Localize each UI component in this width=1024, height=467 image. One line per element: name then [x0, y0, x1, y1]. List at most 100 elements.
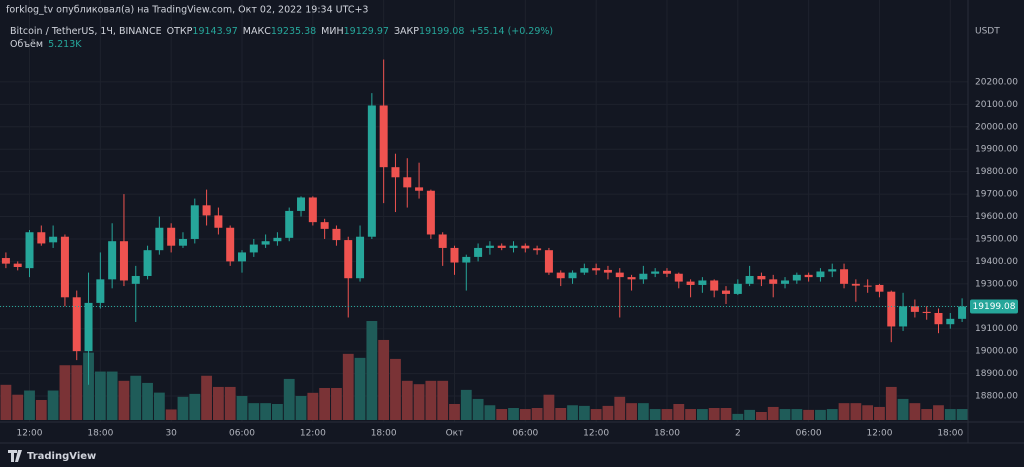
candle-body	[521, 245, 530, 249]
volume-bar	[602, 405, 614, 420]
volume-bar	[744, 409, 756, 420]
candle-body	[391, 167, 400, 178]
volume-bar	[83, 352, 94, 420]
symbol: Bitcoin / TetherUS, 1Ч, BINANCE	[10, 26, 162, 37]
candle-body	[403, 177, 412, 188]
brand: TradingView	[8, 450, 96, 462]
y-tick-label: 19800.00	[975, 167, 1018, 177]
candle-body	[96, 279, 105, 303]
candle-body	[84, 302, 93, 352]
candle-body	[899, 306, 908, 327]
volume-bar	[437, 380, 449, 420]
candle-body	[25, 232, 34, 269]
volume-bar	[413, 384, 425, 420]
candle-body	[426, 190, 435, 235]
volume-bar	[236, 395, 248, 420]
candle-body	[1, 258, 10, 264]
volume-bar	[590, 409, 602, 420]
volume-bar	[708, 407, 720, 420]
candle-body	[367, 105, 376, 237]
candle-body	[143, 250, 152, 276]
candle-body	[592, 268, 601, 271]
y-tick-label: 19100.00	[975, 324, 1018, 334]
volume-bar	[791, 409, 803, 420]
volume-bar	[201, 375, 212, 420]
candle-body	[863, 285, 872, 287]
volume-bar	[331, 387, 342, 420]
candle-body	[415, 187, 424, 191]
candle-body	[462, 256, 471, 263]
x-tick-label: Окт	[446, 429, 464, 439]
candle-body	[167, 227, 176, 246]
candle-body	[603, 269, 612, 273]
volume-bar	[47, 390, 59, 420]
candle-body	[178, 238, 187, 246]
volume-bar	[130, 375, 142, 420]
volume-bar	[555, 407, 567, 420]
low-value: 19129.97	[344, 26, 389, 37]
candle-body	[615, 272, 624, 278]
volume-bar	[767, 406, 779, 420]
y-tick-label: 19500.00	[975, 234, 1018, 244]
volume-legend: Объём 5.213K	[10, 39, 82, 50]
grid	[0, 0, 968, 422]
candle-body	[497, 245, 506, 248]
candles	[1, 59, 967, 385]
volume-bar	[390, 358, 401, 420]
last-price-box	[970, 299, 1018, 314]
candle-body	[745, 275, 754, 284]
candle-body	[533, 248, 542, 251]
volume-bar	[897, 398, 909, 420]
candle-body	[320, 222, 329, 229]
volume-bar	[272, 403, 283, 420]
volume-value: 5.213K	[48, 39, 82, 50]
y-tick-label: 19400.00	[975, 257, 1018, 267]
candle-body	[49, 236, 58, 243]
volume-name: Объём	[10, 39, 43, 50]
volume-bar	[59, 365, 71, 420]
candle-body	[344, 240, 353, 279]
candle-body	[875, 284, 884, 292]
x-tick-label: 18:00	[87, 429, 113, 439]
volume-bar	[756, 411, 767, 420]
volume-bar	[508, 407, 519, 420]
volume-bar	[212, 386, 224, 420]
volume-bar	[815, 409, 826, 420]
y-tick-label: 19900.00	[975, 145, 1018, 155]
volume-bar	[449, 403, 460, 420]
candle-body	[226, 227, 235, 262]
candle-body	[202, 205, 211, 216]
volume-bar	[661, 409, 673, 420]
y-tick-label: 18800.00	[975, 391, 1018, 401]
volume-bar	[496, 409, 508, 420]
volume-bar	[685, 409, 696, 420]
volume-bar	[248, 403, 260, 420]
candle-body	[627, 277, 636, 280]
x-tick-label: 12:00	[300, 429, 326, 439]
brand-name: TradingView	[27, 451, 96, 462]
high-value: 19235.38	[271, 26, 316, 37]
candle-body	[651, 271, 660, 274]
candle-body	[769, 279, 778, 284]
volume-bar	[342, 353, 354, 420]
candle-body	[568, 272, 577, 279]
candle-body	[840, 269, 849, 284]
candle-body	[662, 270, 671, 274]
volume-bar	[153, 392, 165, 420]
legend-line: Bitcoin / TetherUS, 1Ч, BINANCE ОТКР19143…	[10, 26, 553, 37]
x-tick-label: 06:00	[512, 429, 538, 439]
volume-bar	[319, 387, 331, 420]
volume-bar	[567, 405, 578, 420]
candle-body	[828, 269, 837, 272]
candle-body	[698, 280, 707, 285]
volume-bar	[803, 409, 815, 420]
candle-body	[72, 297, 81, 352]
y-tick-label: 19700.00	[975, 190, 1018, 200]
volume-bar	[956, 409, 968, 420]
candle-body	[438, 234, 447, 248]
candle-body	[13, 263, 22, 268]
candle-body	[485, 245, 494, 248]
candle-body	[910, 306, 919, 312]
candle-body	[946, 318, 955, 325]
